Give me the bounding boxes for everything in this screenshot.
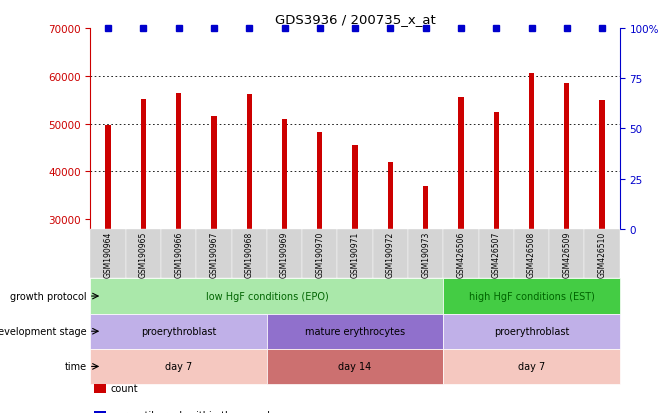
- Text: GSM190969: GSM190969: [280, 231, 289, 277]
- Bar: [141, 100, 146, 363]
- Bar: [494, 112, 499, 363]
- Text: percentile rank within the sample: percentile rank within the sample: [111, 410, 275, 413]
- Text: GSM426510: GSM426510: [598, 231, 606, 277]
- Bar: [564, 84, 570, 363]
- Text: growth protocol: growth protocol: [11, 291, 87, 301]
- Text: GSM426506: GSM426506: [456, 231, 466, 277]
- Text: mature erythrocytes: mature erythrocytes: [305, 326, 405, 337]
- Text: GSM190965: GSM190965: [139, 231, 148, 277]
- Text: GSM190964: GSM190964: [104, 231, 113, 277]
- Bar: [282, 119, 287, 363]
- Title: GDS3936 / 200735_x_at: GDS3936 / 200735_x_at: [275, 13, 436, 26]
- Text: time: time: [65, 361, 87, 372]
- Bar: [529, 74, 534, 363]
- Bar: [352, 146, 358, 363]
- Bar: [247, 95, 252, 363]
- Bar: [317, 133, 322, 363]
- Bar: [423, 186, 428, 363]
- Text: proerythroblast: proerythroblast: [141, 326, 216, 337]
- Bar: [105, 125, 111, 363]
- Text: GSM190972: GSM190972: [386, 231, 395, 277]
- Text: GSM426507: GSM426507: [492, 231, 500, 277]
- Bar: [176, 93, 182, 363]
- Text: day 7: day 7: [165, 361, 192, 372]
- Text: GSM190968: GSM190968: [245, 231, 254, 277]
- Text: GSM426508: GSM426508: [527, 231, 536, 277]
- Text: GSM190966: GSM190966: [174, 231, 183, 277]
- Bar: [388, 162, 393, 363]
- Text: high HgF conditions (EST): high HgF conditions (EST): [468, 291, 594, 301]
- Text: GSM190971: GSM190971: [350, 231, 360, 277]
- Text: GSM426509: GSM426509: [562, 231, 572, 277]
- Text: development stage: development stage: [0, 326, 87, 337]
- Text: GSM190973: GSM190973: [421, 231, 430, 277]
- Bar: [211, 117, 216, 363]
- Text: low HgF conditions (EPO): low HgF conditions (EPO): [206, 291, 328, 301]
- Text: GSM190970: GSM190970: [316, 231, 324, 277]
- Text: proerythroblast: proerythroblast: [494, 326, 570, 337]
- Text: count: count: [111, 383, 138, 393]
- Text: day 7: day 7: [518, 361, 545, 372]
- Bar: [458, 98, 464, 363]
- Text: day 14: day 14: [338, 361, 372, 372]
- Text: GSM190967: GSM190967: [210, 231, 218, 277]
- Bar: [600, 100, 605, 363]
